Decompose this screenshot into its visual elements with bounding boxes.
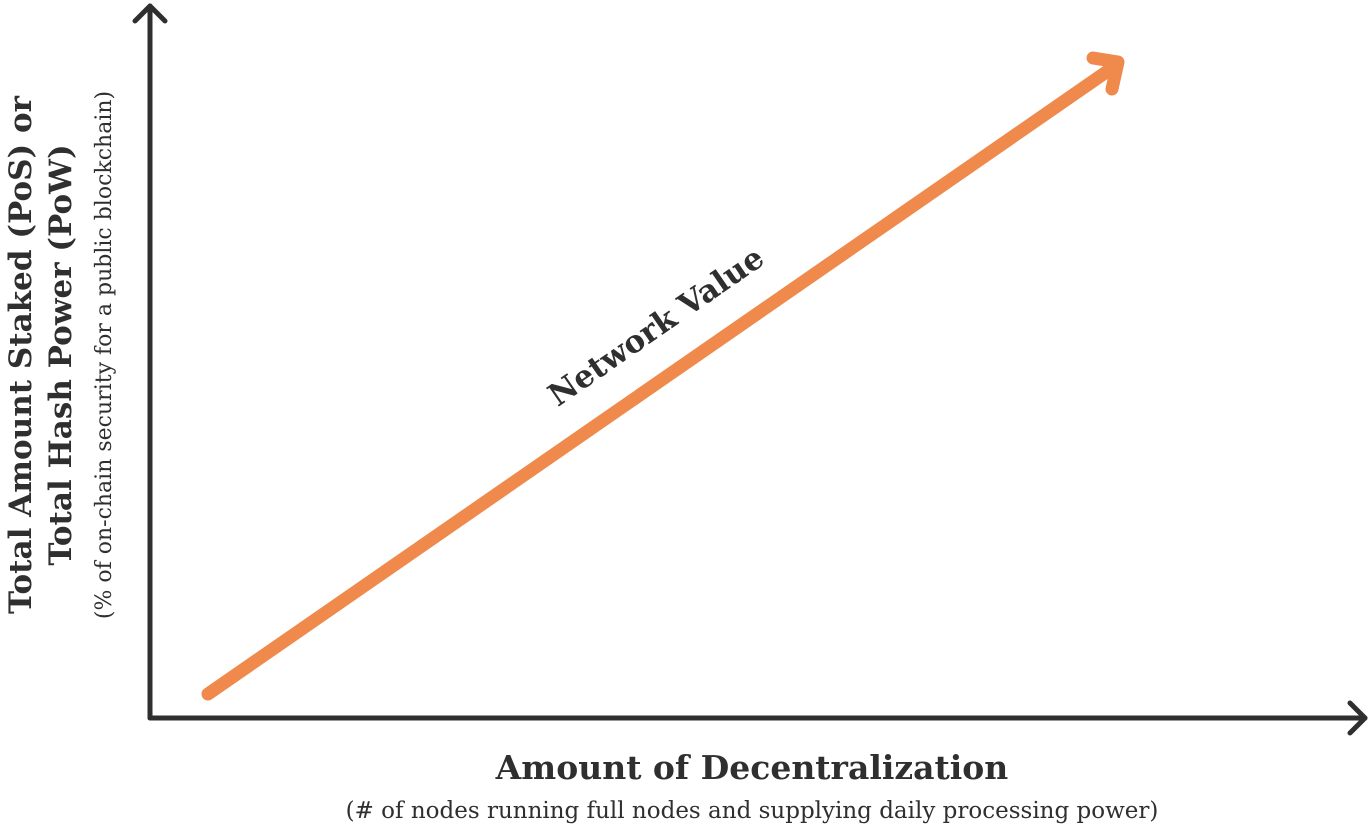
y-axis	[132, 3, 168, 721]
y-axis-title-line1: Total Amount Staked (PoS) or	[3, 95, 39, 614]
y-axis-arrow-icon	[132, 3, 168, 24]
y-axis-subtitle: (% of on-chain security for a public blo…	[92, 91, 117, 619]
network-value-arrow	[201, 51, 1125, 701]
trend-line	[201, 61, 1119, 701]
arrow-head-icon	[1086, 51, 1125, 96]
x-axis-title: Amount of Decentralization	[495, 748, 1009, 787]
y-axis-title-line2: Total Hash Power (PoW)	[43, 144, 79, 565]
x-axis	[147, 700, 1368, 736]
x-axis-arrow-icon	[1347, 700, 1368, 736]
x-axis-subtitle: (# of nodes running full nodes and suppl…	[346, 798, 1159, 824]
